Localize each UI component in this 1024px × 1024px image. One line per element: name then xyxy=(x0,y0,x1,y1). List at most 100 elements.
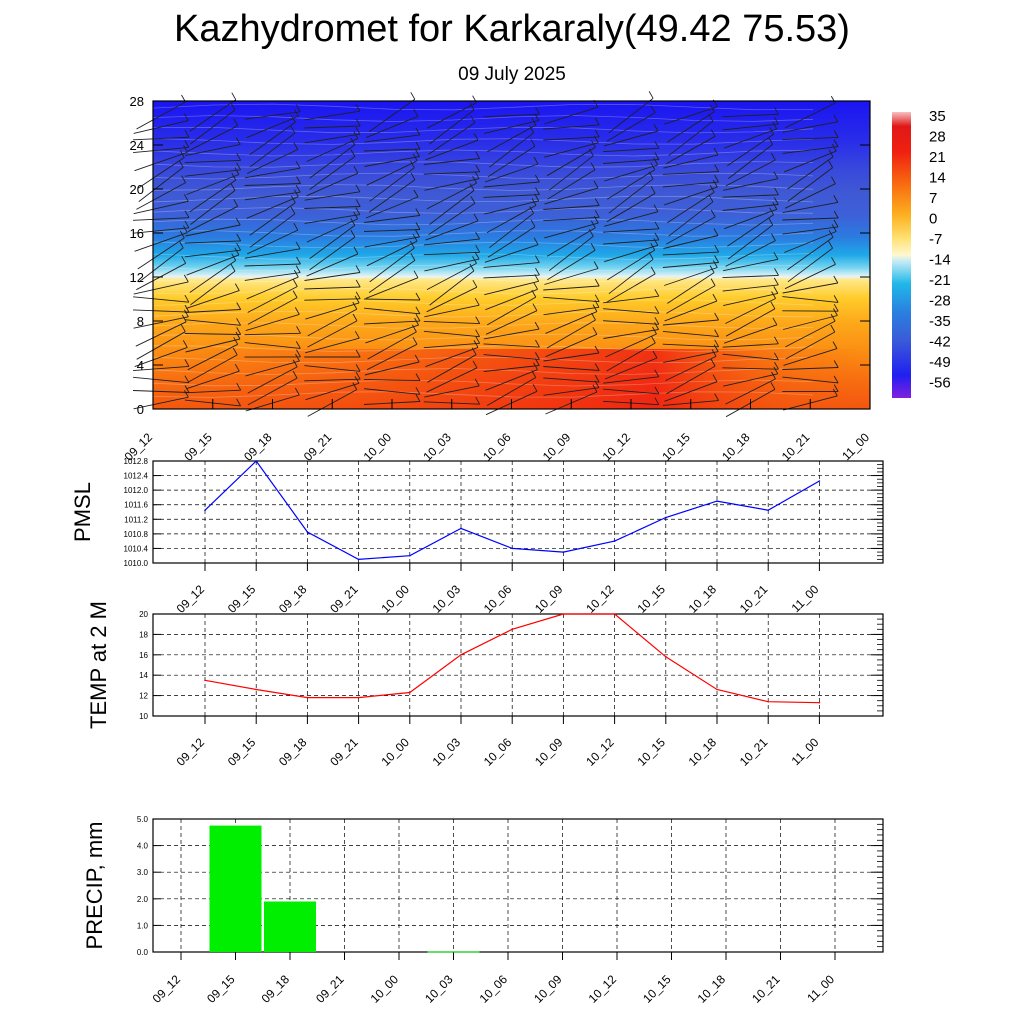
wind-barb xyxy=(186,370,240,390)
wind-barb xyxy=(663,106,718,125)
wind-barb-flag xyxy=(413,109,419,117)
wind-barb-flag xyxy=(529,125,534,134)
x-tick-label: 09_15 xyxy=(204,972,238,1006)
wind-barb xyxy=(186,254,240,276)
wind-barb xyxy=(484,200,539,215)
wind-barb xyxy=(184,159,241,164)
wind-barb xyxy=(727,214,774,247)
wind-barb-flag xyxy=(833,303,839,312)
wind-barb-flag xyxy=(296,326,301,334)
wind-barb xyxy=(486,124,537,153)
wind-barb xyxy=(132,136,190,141)
wind-barb xyxy=(787,156,834,190)
wind-barb-flag xyxy=(234,167,240,175)
data-point xyxy=(613,613,616,615)
wind-barb xyxy=(724,208,777,230)
wind-barb xyxy=(603,376,659,384)
wind-barb xyxy=(249,132,296,168)
wind-barb-flag xyxy=(774,107,779,115)
colorbar-label: -28 xyxy=(929,293,951,310)
wind-barb-flag xyxy=(236,327,242,335)
x-tick-label: 10_18 xyxy=(719,430,753,464)
y-tick-label: 1011.2 xyxy=(124,515,148,524)
wind-barb xyxy=(543,285,600,291)
data-point xyxy=(767,509,769,512)
wind-barb-flag xyxy=(354,295,360,304)
wind-barb-flag xyxy=(535,255,540,263)
wind-barb-flag xyxy=(295,265,301,273)
wind-barb xyxy=(132,217,190,221)
data-point xyxy=(767,700,769,703)
wind-barb xyxy=(189,260,236,293)
wind-barb-flag xyxy=(714,244,720,253)
wind-barb xyxy=(484,120,539,134)
wind-barb-flag xyxy=(713,228,719,236)
wind-barb xyxy=(137,237,185,270)
wind-barb-flag xyxy=(182,340,188,348)
wind-barb-flag xyxy=(233,199,239,207)
wind-barb xyxy=(306,218,358,243)
wind-barb xyxy=(190,190,236,225)
x-tick-label: 09_21 xyxy=(313,972,347,1006)
wind-barb xyxy=(309,225,356,259)
wind-barb-flag xyxy=(415,313,421,322)
wind-barb xyxy=(304,110,360,121)
wind-barb-flag xyxy=(653,123,659,132)
y-tick-label: 1010.4 xyxy=(124,544,149,553)
x-tick-label: 10_00 xyxy=(378,582,412,616)
wind-barb xyxy=(543,366,600,371)
wind-barb xyxy=(608,178,654,214)
wind-barb-flag xyxy=(236,153,242,161)
wind-barb-flag xyxy=(352,382,358,390)
wind-barb-flag xyxy=(773,277,779,286)
wind-barb-flag xyxy=(235,217,241,226)
wind-barb xyxy=(485,310,538,335)
wind-barb-flag xyxy=(415,292,421,301)
wind-barb-flag xyxy=(184,309,189,318)
isotherm-line xyxy=(152,356,814,364)
wind-barb-flag xyxy=(713,147,719,156)
wind-barb-flag xyxy=(469,183,475,191)
x-tick-label: 11_00 xyxy=(789,582,822,615)
wind-barb xyxy=(364,215,420,223)
wind-barb xyxy=(782,217,839,221)
colorbar-label: -49 xyxy=(929,354,951,371)
wind-barb-flag xyxy=(535,267,540,276)
wind-barb-flag xyxy=(774,268,779,276)
x-tick-label: 10_09 xyxy=(532,735,566,769)
wind-barb xyxy=(487,145,536,178)
wind-barb xyxy=(133,227,189,234)
wind-barb xyxy=(663,154,719,169)
wind-barb xyxy=(186,290,240,309)
wind-barb-flag xyxy=(293,142,299,150)
wind-barb-flag xyxy=(232,347,238,356)
data-point xyxy=(716,500,718,502)
wind-barb xyxy=(244,111,301,120)
wind-barb-flag xyxy=(833,275,839,284)
wind-barb-flag xyxy=(714,174,719,183)
wind-barb xyxy=(133,365,189,372)
wind-barb xyxy=(133,120,189,134)
wind-barb xyxy=(304,125,361,129)
wind-barb-flag xyxy=(830,313,836,322)
wind-barb-flag xyxy=(470,196,476,204)
wind-barb-flag xyxy=(770,382,776,390)
wind-barb-flag xyxy=(533,156,539,165)
wind-barb xyxy=(133,396,189,410)
wind-barb-flag xyxy=(534,321,540,330)
wind-barb-flag xyxy=(415,141,421,150)
wind-barb-flag xyxy=(770,152,776,161)
wind-barb xyxy=(428,122,476,155)
wind-barb xyxy=(309,156,356,190)
wind-barb xyxy=(603,388,659,395)
isotherm-line xyxy=(152,276,814,283)
wind-barb xyxy=(723,258,778,272)
wind-barb xyxy=(133,200,189,215)
wind-barb-flag xyxy=(290,125,296,134)
isotherm-line xyxy=(152,207,814,214)
wind-barb xyxy=(785,320,836,348)
wind-barb-flag xyxy=(350,149,356,157)
wind-barb xyxy=(722,123,779,131)
wind-barb-flag xyxy=(355,126,361,135)
wind-barb xyxy=(666,135,716,165)
